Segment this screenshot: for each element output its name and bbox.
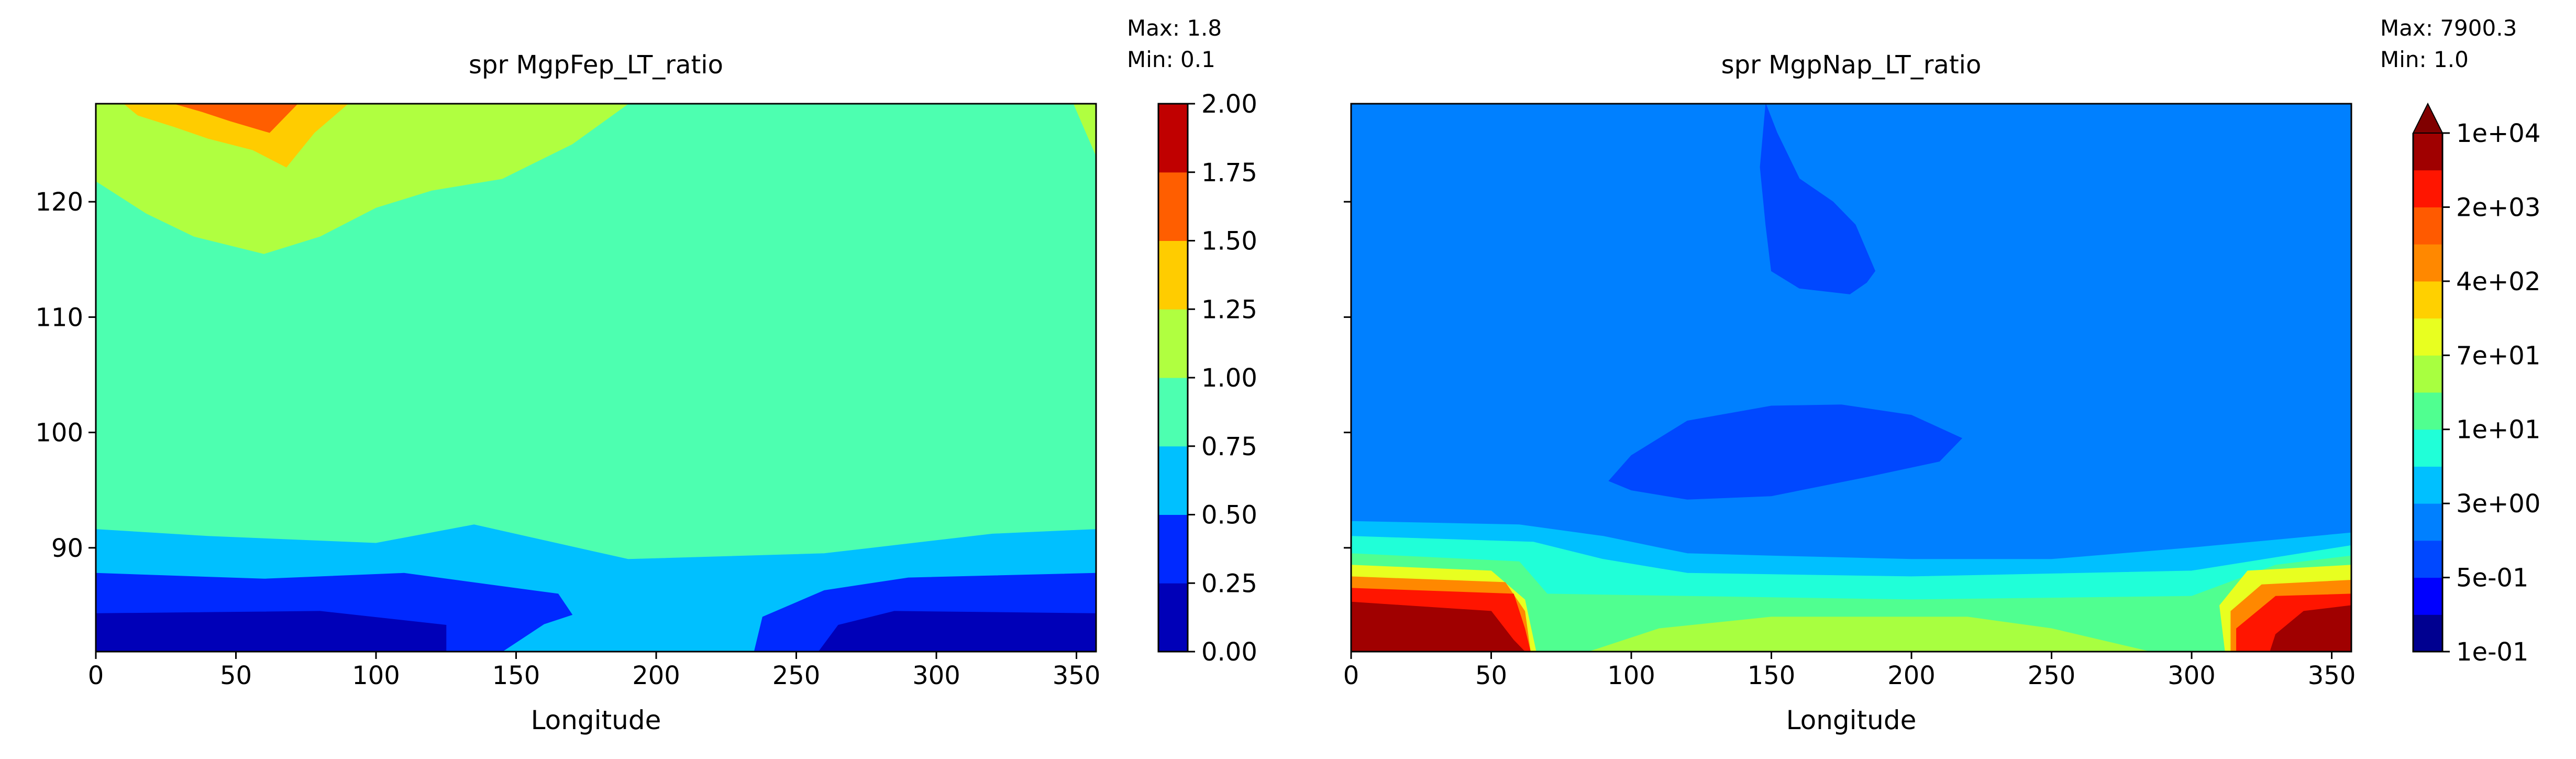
x-axis-label-left: Longitude [530,705,661,735]
colorbar-tick-label: 0.25 [1201,569,1257,598]
x-tick-label: 50 [220,661,252,690]
colorbar-tick-label: 2e+03 [2456,193,2540,222]
max-label-left: Max: 1.8 [1127,15,1222,41]
colorbar-band [2413,207,2442,245]
colorbar-band [2413,466,2442,504]
contour-plot-right [1350,103,2352,653]
colorbar-tick-label: 2.00 [1201,90,1257,119]
contour-region [1760,103,1876,294]
colorbar-band [1158,104,1188,173]
colorbar-tick-label: 0.00 [1201,637,1257,667]
x-tick-label: 300 [912,661,960,690]
colorbar-tick-label: 1.50 [1201,227,1257,256]
x-tick-label: 250 [772,661,821,690]
x-tick-label: 100 [1607,661,1655,690]
chart-title-right: spr MgpNap_LT_ratio [1721,50,1982,80]
colorbar-tick-label: 0.50 [1201,501,1257,530]
colorbar-band [2413,244,2442,282]
x-tick-label: 350 [2308,661,2356,690]
colorbar-band [1158,240,1188,310]
colorbar-band [2413,503,2442,541]
colorbar-tick-label: 1e-01 [2456,637,2528,667]
colorbar-tick-label: 4e+02 [2456,267,2540,296]
colorbar-band [2413,133,2442,171]
colorbar-right: 1e-01 5e-01 3e+00 1e+01 7e+01 4e+02 2e+03 1e+04 [2412,102,2540,667]
contour-plot-left [95,103,1097,653]
colorbar-band [2413,540,2442,578]
colorbar-tick-label: 5e-01 [2456,564,2528,593]
colorbar-tick-label: 1e+01 [2456,415,2540,445]
plot-frame [1350,103,2352,653]
x-tick-label: 200 [1887,661,1936,690]
x-tick-label: 200 [632,661,680,690]
colorbar-band [1158,172,1188,241]
max-label-right: Max: 7900.3 [2380,15,2517,41]
colorbar-tick-label: 1.25 [1201,295,1257,324]
axes-left: 0 50 100 150 200 250 300 350 90 100 110 120 [35,188,1101,690]
x-tick-label: 0 [88,661,104,690]
contour-region [1589,617,2150,652]
x-tick-label: 350 [1053,661,1101,690]
colorbar-extend-arrow [2412,102,2444,134]
colorbar-tick-label: 1.75 [1201,158,1257,188]
colorbar-band [2413,577,2442,615]
chart-title-left: spr MgpFep_LT_ratio [469,50,723,80]
colorbar-tick-label: 3e+00 [2456,489,2540,519]
colorbar-band [2413,614,2442,652]
axes-right: 0 50 100 150 200 250 300 350 [1343,201,2356,690]
colorbar-tick-label: 1.00 [1201,364,1257,393]
x-tick-label: 150 [492,661,540,690]
colorbar-band [2413,355,2442,393]
colorbar-tick-label: 0.75 [1201,432,1257,461]
colorbar-tick-label: 1e+04 [2456,119,2540,148]
colorbar-band [1158,583,1188,652]
x-tick-label: 300 [2168,661,2216,690]
colorbar-band [2413,281,2442,319]
colorbar-band [2413,318,2442,356]
colorbar-band [1158,378,1188,447]
colorbar-frame [2412,133,2444,653]
min-label-left: Min: 0.1 [1127,47,1215,72]
colorbar-tick-label: 7e+01 [2456,341,2540,370]
y-tick-label: 120 [35,188,83,217]
colorbar-band [1158,309,1188,378]
min-label-right: Min: 1.0 [2380,47,2469,72]
x-tick-label: 50 [1475,661,1507,690]
x-tick-label: 250 [2028,661,2076,690]
colorbar-band [2413,170,2442,207]
y-tick-label: 100 [35,419,83,448]
y-tick-label: 110 [35,303,83,332]
colorbar-band [2413,429,2442,467]
colorbar-band [1158,446,1188,515]
colorbar-band [2413,392,2442,430]
x-tick-label: 100 [352,661,400,690]
plot-frame [95,103,1097,653]
contour-region [1608,404,1963,500]
contour-region [123,103,349,168]
x-tick-label: 0 [1343,661,1359,690]
y-tick-label: 90 [51,534,83,563]
x-axis-label-right: Longitude [1786,705,1917,735]
colorbar-left: 0.00 0.25 0.50 0.75 1.00 1.25 1.50 1.75 2.00 [1157,90,1257,667]
x-tick-label: 150 [1748,661,1796,690]
colorbar-band [1158,514,1188,584]
